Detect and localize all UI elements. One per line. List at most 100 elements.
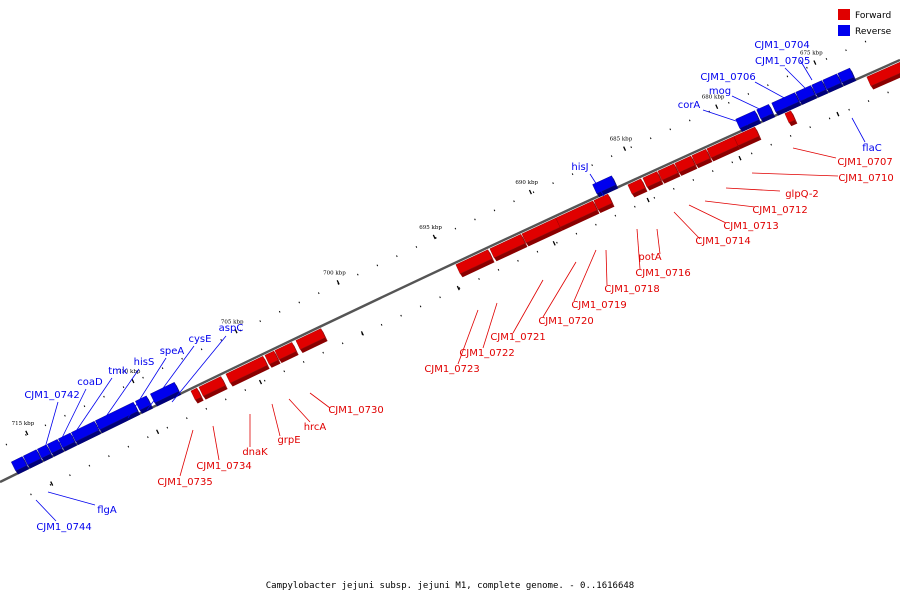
gene-label[interactable]: hisJ xyxy=(571,162,588,173)
gene-CJM1_0710[interactable] xyxy=(733,126,762,150)
leader-line xyxy=(212,425,220,461)
gene-label[interactable]: CJM1_0705 xyxy=(755,56,810,67)
gene-r4[interactable] xyxy=(47,439,65,457)
gene-label[interactable]: corA xyxy=(678,100,701,111)
gene-CJM1_0730[interactable] xyxy=(295,328,328,353)
minor-tick xyxy=(571,173,574,176)
gene-CJM1_0722[interactable] xyxy=(489,234,528,262)
kbp-tick-label: 695 kbp xyxy=(419,225,442,231)
minor-tick xyxy=(435,236,437,239)
gene-label[interactable]: CJM1_0734 xyxy=(196,461,251,472)
gene-hrcA[interactable] xyxy=(274,342,299,364)
minor-tick xyxy=(439,296,441,299)
gene-CJM1_0714[interactable] xyxy=(674,155,698,176)
gene-CJM1_0707[interactable] xyxy=(784,110,798,127)
gene-r3[interactable] xyxy=(36,444,54,462)
gene-label[interactable]: CJM1_0721 xyxy=(490,332,545,343)
leader-line xyxy=(636,228,641,270)
minor-tick xyxy=(731,161,734,164)
gene-hisJ[interactable] xyxy=(592,175,619,198)
gene-label[interactable]: aspC xyxy=(219,323,244,334)
gene-label[interactable]: CJM1_0719 xyxy=(571,300,626,311)
gene-CJM1_0719[interactable] xyxy=(593,193,615,214)
gene-r0702[interactable] xyxy=(837,67,857,87)
gene-label[interactable]: CJM1_0723 xyxy=(424,364,479,375)
gene-label[interactable]: coaD xyxy=(77,377,103,388)
gene-label[interactable]: dnaK xyxy=(242,447,268,458)
leader-line xyxy=(542,261,577,318)
major-tick-inner xyxy=(456,285,460,291)
gene-r6[interactable] xyxy=(71,420,102,445)
gene-label[interactable]: speA xyxy=(160,346,185,357)
gene-body xyxy=(735,110,760,129)
gene-label[interactable]: flaC xyxy=(862,143,881,154)
gene-CJM1_0720[interactable] xyxy=(555,200,600,231)
minor-tick xyxy=(278,310,281,313)
gene-corA[interactable] xyxy=(735,110,762,132)
gene-r7[interactable] xyxy=(95,401,141,434)
gene-label[interactable]: grpE xyxy=(277,435,300,446)
minor-tick xyxy=(770,143,772,146)
gene-r1[interactable] xyxy=(10,456,30,475)
gene-label[interactable]: CJM1_0718 xyxy=(604,284,659,295)
gene-label[interactable]: CJM1_0720 xyxy=(538,316,593,327)
gene-label[interactable]: glpQ-2 xyxy=(785,189,819,200)
gene-label[interactable]: CJM1_0735 xyxy=(157,477,212,488)
leader-line xyxy=(731,95,771,115)
gene-r0703[interactable] xyxy=(822,73,844,93)
gene-label[interactable]: CJM1_0744 xyxy=(36,522,91,533)
gene-label[interactable]: CJM1_0706 xyxy=(700,72,755,83)
gene-label[interactable]: CJM1_0710 xyxy=(838,173,893,184)
gene-label[interactable]: hisS xyxy=(134,357,155,368)
gene-label[interactable]: CJM1_0730 xyxy=(328,405,383,416)
gene-r0704[interactable] xyxy=(811,80,829,98)
minor-tick xyxy=(806,66,808,69)
gene-body xyxy=(555,200,598,228)
leader-line xyxy=(288,398,311,423)
gene-r0706[interactable] xyxy=(771,92,802,116)
gene-CJM1_0713[interactable] xyxy=(691,148,713,169)
leader-line xyxy=(851,117,866,143)
minor-tick xyxy=(224,398,227,401)
gene-label[interactable]: CJM1_0716 xyxy=(635,268,690,279)
gene-CJM1_0734[interactable] xyxy=(198,376,228,400)
gene-label[interactable]: CJM1_0742 xyxy=(24,390,79,401)
gene-label[interactable]: CJM1_0712 xyxy=(752,205,807,216)
gene-shadow-end xyxy=(794,92,802,106)
minor-tick xyxy=(415,246,418,248)
gene-label[interactable]: CJM1_0704 xyxy=(754,40,809,51)
gene-r5[interactable] xyxy=(58,432,78,452)
gene-label[interactable]: potA xyxy=(638,252,661,263)
gene-r9[interactable] xyxy=(150,382,182,407)
gene-CJM1_0718[interactable] xyxy=(627,178,648,198)
gene-label[interactable]: flgA xyxy=(97,505,117,516)
gene-CJM1_0716[interactable] xyxy=(642,171,664,191)
gene-shadow xyxy=(139,404,154,414)
minor-tick xyxy=(25,433,27,436)
minor-tick xyxy=(103,395,105,398)
gene-label[interactable]: CJM1_0707 xyxy=(837,157,892,168)
minor-tick xyxy=(848,108,850,111)
gene-potA[interactable] xyxy=(657,163,681,184)
gene-r0705[interactable] xyxy=(795,85,818,105)
gene-label[interactable]: mog xyxy=(709,86,731,97)
gene-CJM1_0735[interactable] xyxy=(190,387,204,404)
gene-shadow xyxy=(710,145,741,162)
gene-features xyxy=(10,61,900,475)
gene-CJM1_0723[interactable] xyxy=(455,249,495,278)
gene-label[interactable]: cysE xyxy=(189,334,212,345)
gene-grpE[interactable] xyxy=(264,350,281,368)
gene-dnaK[interactable] xyxy=(225,355,270,387)
gene-label[interactable]: hrcA xyxy=(304,422,327,433)
gene-body xyxy=(593,193,613,210)
gene-label[interactable]: CJM1_0713 xyxy=(723,221,778,232)
minor-tick xyxy=(49,483,52,486)
gene-r2[interactable] xyxy=(22,449,44,469)
gene-label[interactable]: CJM1_0722 xyxy=(459,348,514,359)
gene-r8[interactable] xyxy=(135,395,154,414)
gene-label[interactable]: tmk xyxy=(108,366,128,377)
gene-CJM1_0700[interactable] xyxy=(866,61,900,90)
gene-label[interactable]: CJM1_0714 xyxy=(695,236,750,247)
